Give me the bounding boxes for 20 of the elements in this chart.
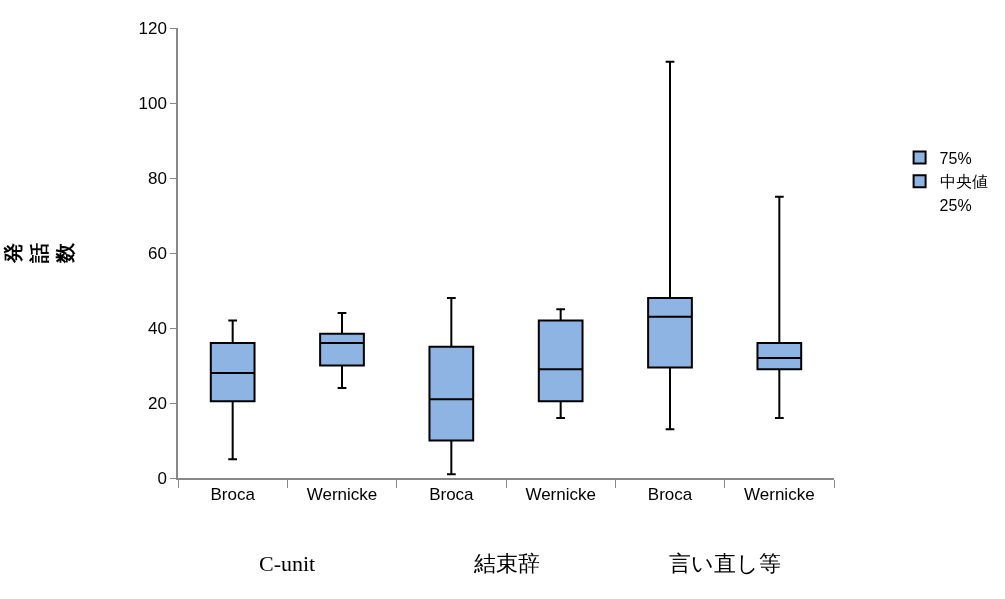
legend-label: 中央値 <box>939 173 988 191</box>
y-tick-label: 60 <box>147 243 167 263</box>
y-tick-label: 80 <box>147 168 167 188</box>
text: C-unit <box>259 551 316 576</box>
x-tick-label: Broca <box>429 485 475 505</box>
x-tick-label: Wernicke <box>306 485 378 505</box>
legend-label: 75% <box>939 149 972 167</box>
y-tick-label: 0 <box>157 468 167 488</box>
y-tick-label: 20 <box>147 393 167 413</box>
text: 結束辞 <box>473 551 540 576</box>
y-axis-title: 発話数 <box>2 242 77 264</box>
text: 言い直し等 <box>669 551 781 576</box>
y-tick-label: 120 <box>138 18 167 38</box>
y-tick-label: 40 <box>147 318 167 338</box>
x-tick-label: Wernicke <box>744 485 815 505</box>
x-tick-label: Wernicke <box>525 485 596 505</box>
x-tick-label: Broca <box>210 485 256 505</box>
y-tick-label: 100 <box>138 93 167 113</box>
x-tick-label: Broca <box>647 485 693 505</box>
text: 25% <box>939 197 972 215</box>
